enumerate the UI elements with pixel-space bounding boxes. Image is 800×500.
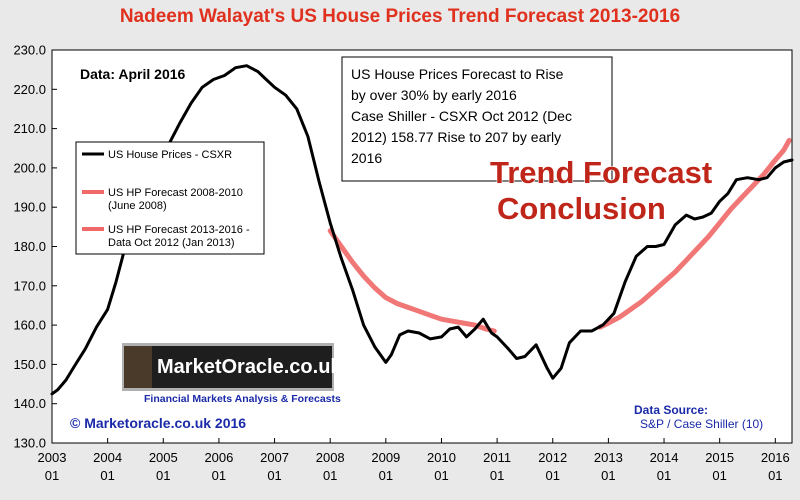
legend-label-csxr: US House Prices - CSXR [108,149,232,161]
note-box: US House Prices Forecast to Rise by over… [341,56,613,182]
y-tick-label: 220.0 [13,82,46,97]
legend-label-forecast-2013-date: Data Oct 2012 (Jan 2013) [108,237,235,249]
copyright-label: © Marketoracle.co.uk 2016 [70,415,246,431]
x-tick-label-month: 01 [712,468,726,483]
series-line-csxr [50,64,794,396]
x-tick-label-month: 01 [546,468,560,483]
x-tick-label-year: 2015 [705,450,734,465]
legend-label-forecast-2013: US HP Forecast 2013-2016 - [108,224,250,236]
y-tick-label: 140.0 [13,396,46,411]
x-tick-label-year: 2010 [427,450,456,465]
series-line-forecast-2008-2010 [327,228,497,334]
x-tick-label-year: 2011 [483,450,511,465]
x-tick-label-year: 2007 [260,450,289,465]
x-tick-label-year: 2008 [316,450,345,465]
x-tick-label-month: 01 [490,468,504,483]
x-tick-label-year: 2004 [93,450,122,465]
x-tick-label-year: 2006 [204,450,233,465]
y-tick-label: 210.0 [13,121,46,136]
note-box-frame [341,56,613,182]
conclusion-line-1: Trend Forecast [490,155,712,190]
x-tick-label-year: 2003 [38,450,67,465]
note-line-2: by over 30% by early 2016 [351,87,517,103]
x-tick-label-month: 01 [100,468,114,483]
legend-box [75,141,265,255]
note-line-5: 2016 [351,150,382,166]
y-tick-label: 230.0 [13,43,46,58]
logo-tagline: Financial Markets Analysis & Forecasts [144,393,341,405]
x-tick-label-year: 2016 [761,450,790,465]
data-date-label: Data: April 2016 [80,66,186,82]
y-tick-label: 200.0 [13,160,46,175]
series-layer [50,64,794,396]
series-line-forecast-2013-2016 [597,137,792,330]
x-tick-label-month: 01 [45,468,59,483]
logo-banner [152,346,332,388]
legend-label-forecast-2008-date: (June 2008) [108,200,167,212]
y-tick-label: 190.0 [13,200,46,215]
x-tick-label-month: 01 [601,468,615,483]
y-tick-label: 180.0 [13,239,46,254]
conclusion-line-2: Conclusion [497,191,666,226]
x-tick-label-month: 01 [379,468,393,483]
x-tick-label-year: 2009 [371,450,400,465]
chart-title: Nadeem Walayat's US House Prices Trend F… [119,6,681,27]
x-tick-label-year: 2012 [538,450,567,465]
y-tick-label: 150.0 [13,357,46,372]
x-axis: 2003 01 2004 01 2005 01 2006 01 2007 01 2008 01 2009… [38,438,790,483]
legend-label-forecast-2008: US HP Forecast 2008-2010 [108,187,243,199]
logo-text: MarketOracle.co.uk [157,356,342,378]
x-tick-label-month: 01 [323,468,337,483]
note-line-4: 2012) 158.77 Rise to 207 by early [351,129,561,145]
x-tick-label-year: 2013 [594,450,623,465]
x-tick-label-month: 01 [212,468,226,483]
conclusion-text: Trend Forecast Conclusion [489,154,712,226]
data-source-value: S&P / Case Shiller (10) [640,417,763,431]
y-tick-label: 170.0 [13,278,46,293]
y-axis: 230.0 220.0 210.0 200.0 190.0 180.0 170.0 160.0… [13,43,57,451]
x-tick-label-year: 2005 [149,450,178,465]
y-tick-label: 130.0 [13,436,46,451]
marketoracle-logo: MarketOracle.co.uk Financial Markets Ana… [122,343,342,405]
data-source-label: Data Source: [634,403,708,417]
legend: US House Prices - CSXR US HP Forecast 20… [75,141,265,255]
x-tick-label-month: 01 [657,468,671,483]
y-tick-label: 160.0 [13,318,46,333]
logo-image [124,346,152,388]
note-line-3: Case Shiller - CSXR Oct 2012 (Dec [351,108,572,124]
x-tick-label-year: 2014 [650,450,679,465]
x-tick-label-month: 01 [768,468,782,483]
x-tick-label-month: 01 [434,468,448,483]
x-tick-label-month: 01 [156,468,170,483]
x-tick-label-month: 01 [267,468,281,483]
note-line-1: US House Prices Forecast to Rise [351,66,564,82]
